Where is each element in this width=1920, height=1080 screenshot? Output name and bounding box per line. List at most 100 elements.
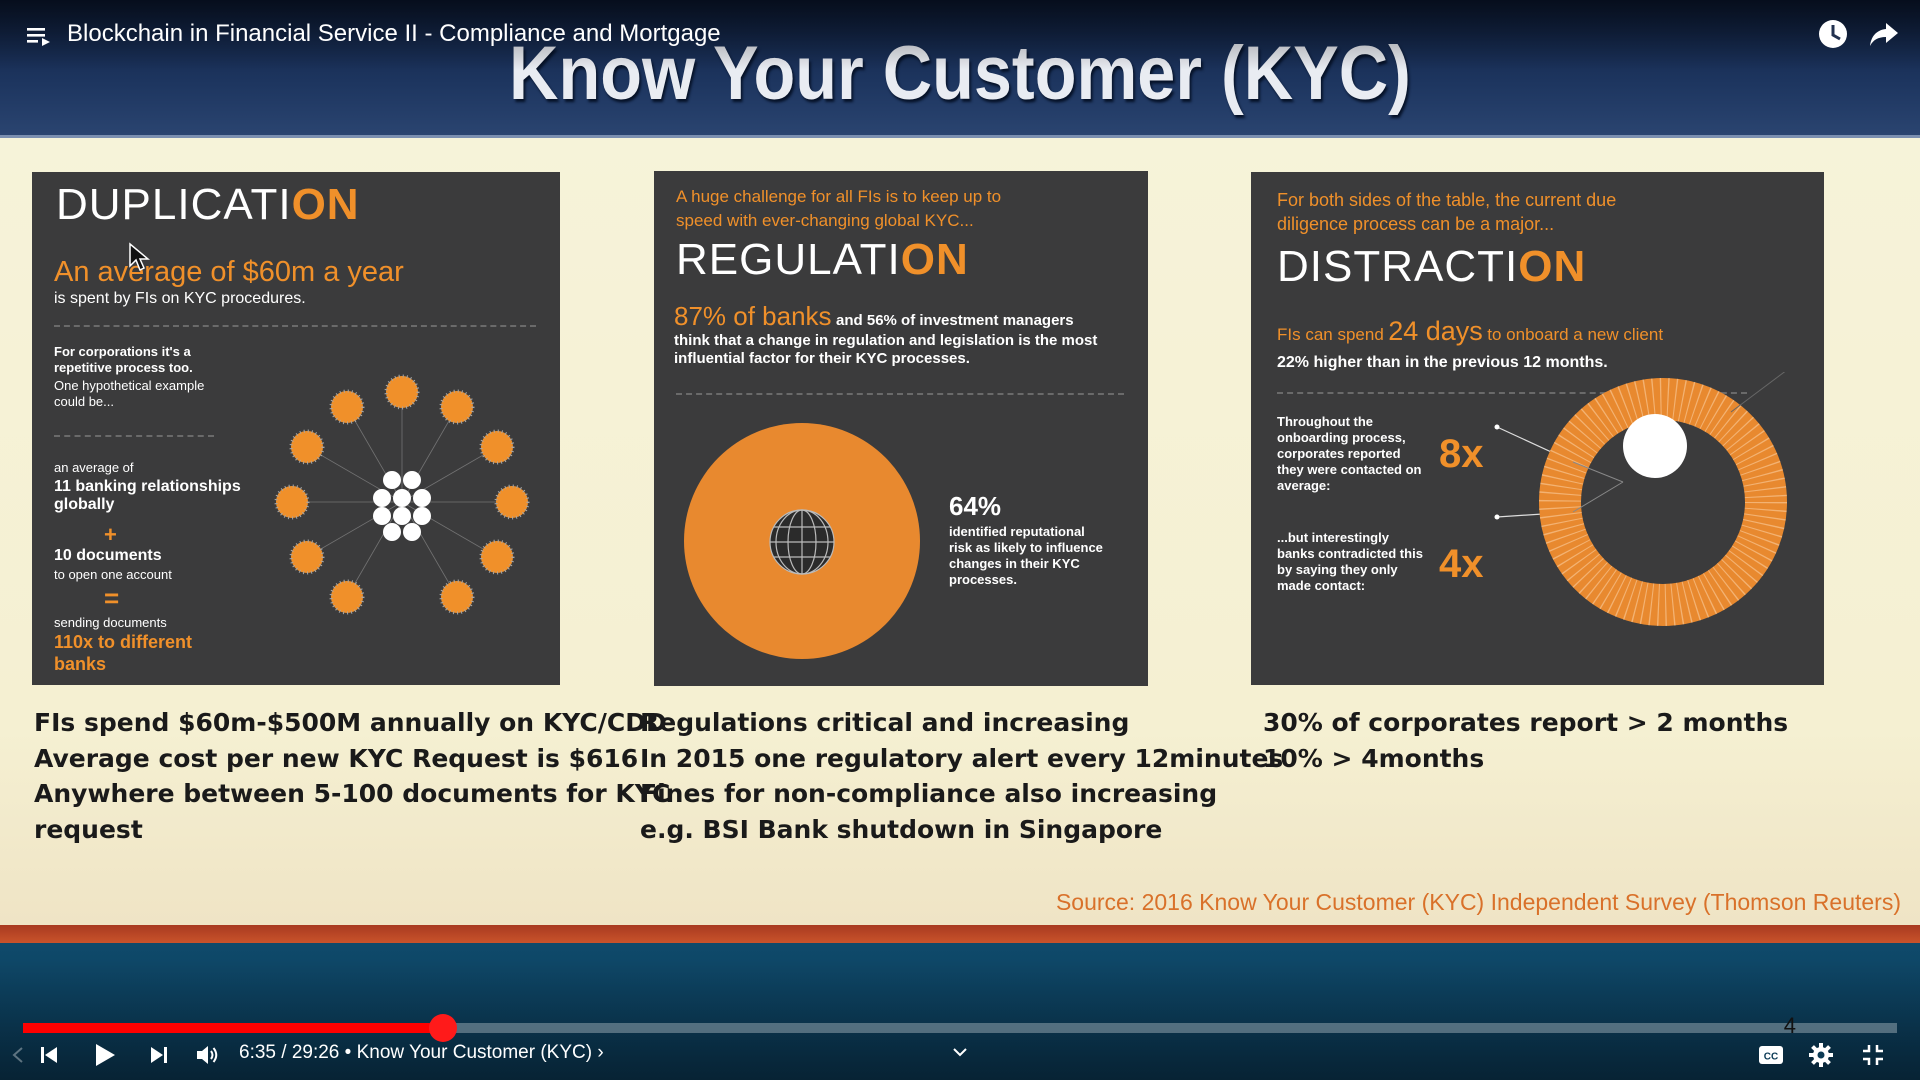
duplication-heading-main: DUPLICATI bbox=[56, 180, 292, 229]
time-and-chapter: 6:35 / 29:26 • Know Your Customer (KYC) … bbox=[239, 1042, 604, 1064]
duplication-intro-text: One hypothetical example could be... bbox=[54, 378, 205, 409]
playlist-icon bbox=[27, 28, 50, 46]
duplication-average-of: an average of bbox=[54, 460, 134, 475]
duplication-equals: = bbox=[104, 583, 120, 613]
distraction-contacted-value: 8x bbox=[1439, 432, 1484, 476]
caption-mid-line: Regulations critical and increasing bbox=[640, 708, 1130, 737]
progress-scrubber[interactable] bbox=[429, 1014, 457, 1042]
previous-button[interactable] bbox=[34, 1040, 64, 1070]
play-icon bbox=[96, 1044, 115, 1066]
next-button[interactable] bbox=[144, 1040, 174, 1070]
divider bbox=[676, 393, 1124, 395]
caption-right: 30% of corporates report > 2 months 10% … bbox=[1263, 705, 1788, 776]
caption-right-line: 10% > 4months bbox=[1263, 743, 1485, 773]
distraction-stat-prefix: FIs can spend bbox=[1277, 325, 1384, 344]
settings-button[interactable] bbox=[1805, 1039, 1837, 1071]
bank-network-graphic bbox=[274, 374, 530, 615]
chevron-left-icon bbox=[12, 1047, 23, 1063]
duplication-panel: DUPLICATION An average of $60m a year is… bbox=[32, 172, 560, 685]
duplication-heading-on: ON bbox=[291, 180, 360, 229]
regulation-heading: REGULATION bbox=[676, 235, 969, 285]
distraction-stat-sub: 22% higher than in the previous 12 month… bbox=[1277, 354, 1608, 371]
exit-fullscreen-icon bbox=[1863, 1045, 1883, 1065]
source-citation: Source: 2016 Know Your Customer (KYC) In… bbox=[1055, 889, 1901, 915]
caption-mid: Regulations critical and increasing In 2… bbox=[640, 705, 1283, 847]
caption-mid-line: In 2015 one regulatory alert every 12min… bbox=[640, 743, 1284, 773]
caption-left-line: Anywhere between 5-100 documents for KYC bbox=[34, 779, 671, 808]
caption-left-line: Average cost per new KYC Request is $616 bbox=[34, 743, 639, 773]
distraction-heading: DISTRACTION bbox=[1277, 242, 1586, 292]
caption-mid-line: e.g. BSI Bank shutdown in Singapore bbox=[640, 814, 1163, 844]
distraction-heading-on: ON bbox=[1518, 242, 1587, 291]
pie-description: identified reputational risk as likely t… bbox=[949, 524, 1103, 587]
watch-later-icon bbox=[1819, 20, 1847, 48]
regulation-intro: A huge challenge for all FIs is to keep … bbox=[676, 187, 1002, 230]
slide-footer-band bbox=[0, 943, 1920, 1080]
caption-left-line: FIs spend $60m-$500M annually on KYC/CDD bbox=[34, 708, 667, 737]
volume-icon bbox=[197, 1046, 218, 1064]
regulation-stat-text-1: and 56% of investment managers bbox=[836, 312, 1074, 329]
playlist-button[interactable] bbox=[20, 18, 56, 54]
progress-played bbox=[23, 1023, 443, 1033]
reputation-pie-chart bbox=[684, 423, 920, 659]
duplication-documents: 10 documents bbox=[54, 547, 162, 564]
previous-icon bbox=[41, 1047, 57, 1063]
distraction-contradict-value: 4x bbox=[1439, 542, 1484, 586]
chapter-separator: • bbox=[339, 1042, 357, 1063]
duplication-intro-bold: For corporations it's a repetitive proce… bbox=[54, 344, 193, 375]
distraction-stat-suffix: to onboard a new client bbox=[1487, 325, 1664, 344]
play-button[interactable] bbox=[86, 1037, 122, 1073]
duplication-plus: + bbox=[104, 522, 117, 547]
duplication-stat-main: An average of $60m a year bbox=[54, 256, 404, 288]
volume-button[interactable] bbox=[192, 1039, 224, 1071]
regulation-stat-orange: 87% of banks bbox=[674, 301, 832, 331]
chapter-arrow-icon[interactable]: › bbox=[597, 1042, 604, 1063]
share-button[interactable] bbox=[1866, 16, 1902, 52]
chapter-title-button[interactable]: Know Your Customer (KYC) bbox=[356, 1042, 593, 1063]
mouse-cursor-icon bbox=[129, 242, 150, 272]
svg-text:CC: CC bbox=[1764, 1052, 1778, 1063]
distraction-stat: FIs can spend 24 days to onboard a new c… bbox=[1277, 316, 1663, 347]
chevron-down-icon bbox=[953, 1048, 967, 1057]
divider bbox=[54, 435, 214, 437]
exit-fullscreen-button[interactable] bbox=[1857, 1039, 1889, 1071]
video-title[interactable]: Blockchain in Financial Service II - Com… bbox=[67, 20, 721, 47]
regulation-stat: 87% of banks and 56% of investment manag… bbox=[674, 303, 1124, 368]
next-icon bbox=[151, 1047, 167, 1063]
regulation-heading-main: REGULATI bbox=[676, 235, 901, 284]
duplication-stat-sub: is spent by FIs on KYC procedures. bbox=[54, 290, 306, 307]
time-display: 6:35 / 29:26 bbox=[239, 1042, 340, 1063]
captions-button[interactable]: CC bbox=[1755, 1040, 1787, 1070]
captions-icon: CC bbox=[1759, 1046, 1783, 1064]
player-controls-bar bbox=[0, 960, 1920, 1080]
distraction-contacted-text: Throughout the onboarding process, corpo… bbox=[1277, 414, 1422, 493]
duplication-result: 110x to different banks bbox=[54, 632, 193, 674]
progress-track[interactable] bbox=[23, 1023, 1897, 1033]
settings-icon bbox=[1809, 1043, 1833, 1067]
skip-back-hint bbox=[6, 1042, 30, 1068]
duplication-to-open: to open one account bbox=[54, 567, 172, 582]
divider bbox=[1277, 392, 1747, 394]
divider bbox=[54, 325, 536, 327]
watch-later-button[interactable] bbox=[1815, 16, 1851, 52]
distraction-panel: For both sides of the table, the current… bbox=[1251, 172, 1824, 685]
caption-left: FIs spend $60m-$500M annually on KYC/CDD… bbox=[34, 705, 670, 847]
slide-footer-stripe bbox=[0, 925, 1920, 943]
distraction-intro: For both sides of the table, the current… bbox=[1277, 190, 1617, 234]
contact-frequency-donut bbox=[1494, 372, 1787, 626]
duplication-sending: sending documents bbox=[54, 615, 167, 630]
share-icon bbox=[1870, 23, 1898, 46]
regulation-stat-text-2: think that a change in regulation and le… bbox=[674, 332, 1098, 367]
player-top-bar bbox=[0, 0, 1920, 70]
caption-right-line: 30% of corporates report > 2 months bbox=[1263, 708, 1789, 737]
expand-chapters-button[interactable] bbox=[950, 1042, 970, 1062]
distraction-stat-days: 24 days bbox=[1388, 316, 1483, 346]
pie-percent-label: 64% bbox=[949, 491, 1002, 521]
distraction-contradict-text: ...but interestingly banks contradicted … bbox=[1277, 530, 1423, 593]
distraction-heading-main: DISTRACTI bbox=[1277, 242, 1519, 291]
duplication-heading: DUPLICATION bbox=[56, 180, 360, 230]
duplication-banking-relationships: 11 banking relationships globally bbox=[54, 478, 241, 513]
regulation-panel: A huge challenge for all FIs is to keep … bbox=[654, 171, 1148, 686]
chapter-marker-number: 4 bbox=[1783, 1013, 1796, 1038]
regulation-heading-on: ON bbox=[900, 235, 969, 284]
